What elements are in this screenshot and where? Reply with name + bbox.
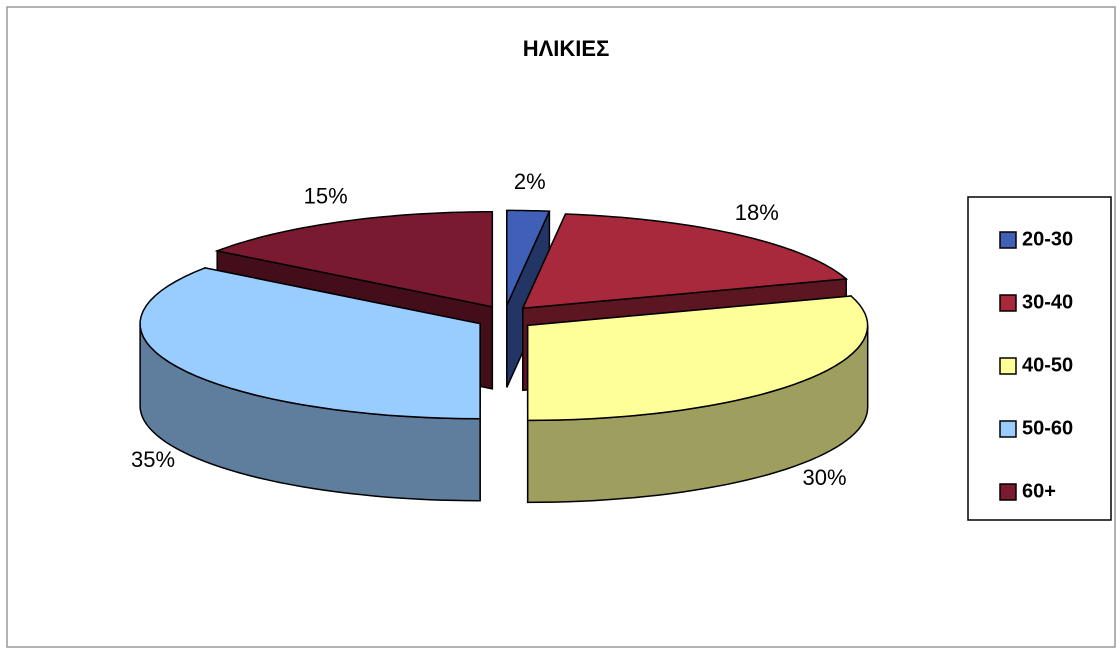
slice-top: [521, 213, 849, 310]
legend-swatch: [999, 231, 1017, 249]
legend-swatch: [999, 420, 1017, 438]
legend-label: 50-60: [1022, 417, 1073, 439]
legend-box: [967, 196, 1112, 521]
data-label: 35%: [131, 447, 175, 472]
data-label: 2%: [514, 169, 546, 194]
legend-swatch: [999, 483, 1017, 501]
slice: [526, 295, 869, 504]
data-label: 18%: [735, 200, 779, 225]
chart-title: ΗΛΙΚΙΕΣ: [523, 36, 610, 61]
slice-top: [139, 267, 481, 420]
legend-label: 60+: [1022, 480, 1056, 502]
slice-top: [506, 209, 551, 306]
legend-swatch: [999, 357, 1017, 375]
slice-top: [214, 211, 494, 308]
legend-label: 30-40: [1022, 291, 1073, 313]
legend-swatch: [999, 294, 1017, 312]
legend-label: 20-30: [1022, 228, 1073, 250]
data-label: 15%: [304, 184, 348, 209]
legend-label: 40-50: [1022, 354, 1073, 376]
slice: [139, 266, 481, 502]
slice-top: [526, 295, 869, 422]
data-label: 30%: [803, 465, 847, 490]
